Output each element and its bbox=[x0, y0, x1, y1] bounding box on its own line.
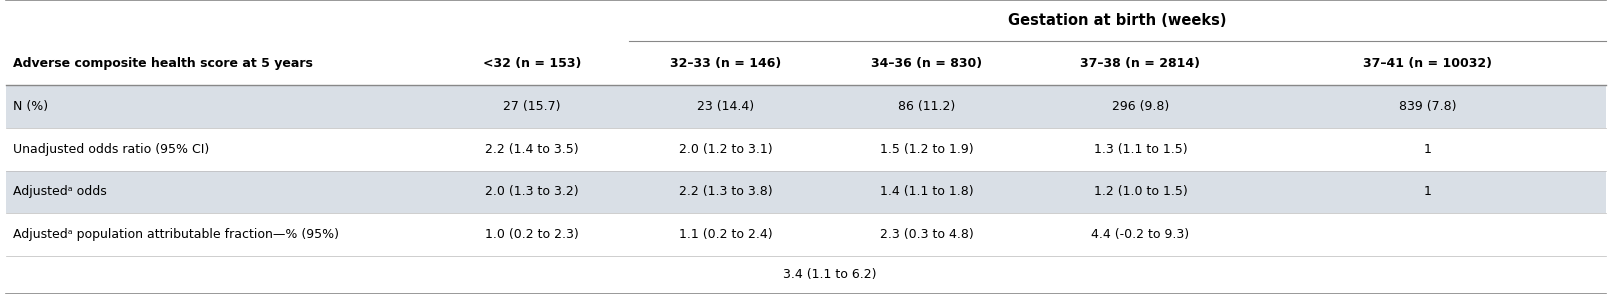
Text: 37–38 (n = 2814): 37–38 (n = 2814) bbox=[1080, 57, 1201, 70]
Text: 2.3 (0.3 to 4.8): 2.3 (0.3 to 4.8) bbox=[880, 228, 974, 241]
Text: 34–36 (n = 830): 34–36 (n = 830) bbox=[872, 57, 982, 70]
Text: 296 (9.8): 296 (9.8) bbox=[1112, 100, 1169, 113]
Bar bbox=[6, 85, 1606, 128]
Text: 2.0 (1.2 to 3.1): 2.0 (1.2 to 3.1) bbox=[679, 143, 772, 156]
Bar bbox=[6, 41, 1606, 85]
Text: 3.4 (1.1 to 6.2): 3.4 (1.1 to 6.2) bbox=[783, 268, 877, 281]
Text: Gestation at birth (weeks): Gestation at birth (weeks) bbox=[1008, 13, 1227, 28]
Text: 2.0 (1.3 to 3.2): 2.0 (1.3 to 3.2) bbox=[485, 185, 579, 198]
Text: Adjustedᵃ odds: Adjustedᵃ odds bbox=[13, 185, 106, 198]
Text: 839 (7.8): 839 (7.8) bbox=[1399, 100, 1456, 113]
Bar bbox=[6, 128, 1606, 171]
Text: <32 (n = 153): <32 (n = 153) bbox=[482, 57, 582, 70]
Text: 1.1 (0.2 to 2.4): 1.1 (0.2 to 2.4) bbox=[679, 228, 772, 241]
Text: 1: 1 bbox=[1423, 185, 1431, 198]
Text: 86 (11.2): 86 (11.2) bbox=[898, 100, 956, 113]
Text: 2.2 (1.3 to 3.8): 2.2 (1.3 to 3.8) bbox=[679, 185, 772, 198]
Bar bbox=[6, 213, 1606, 256]
Text: 1.4 (1.1 to 1.8): 1.4 (1.1 to 1.8) bbox=[880, 185, 974, 198]
Text: 4.4 (-0.2 to 9.3): 4.4 (-0.2 to 9.3) bbox=[1091, 228, 1190, 241]
Text: 1: 1 bbox=[1423, 143, 1431, 156]
Text: 1.3 (1.1 to 1.5): 1.3 (1.1 to 1.5) bbox=[1093, 143, 1188, 156]
Text: 23 (14.4): 23 (14.4) bbox=[696, 100, 754, 113]
Text: Unadjusted odds ratio (95% CI): Unadjusted odds ratio (95% CI) bbox=[13, 143, 210, 156]
Bar bbox=[6, 171, 1606, 213]
Text: 1.0 (0.2 to 2.3): 1.0 (0.2 to 2.3) bbox=[485, 228, 579, 241]
Text: 2.2 (1.4 to 3.5): 2.2 (1.4 to 3.5) bbox=[485, 143, 579, 156]
Text: Adjustedᵃ population attributable fraction—% (95%): Adjustedᵃ population attributable fracti… bbox=[13, 228, 339, 241]
Text: Adverse composite health score at 5 years: Adverse composite health score at 5 year… bbox=[13, 57, 313, 70]
Text: 32–33 (n = 146): 32–33 (n = 146) bbox=[669, 57, 782, 70]
Bar bbox=[6, 256, 1606, 294]
Text: 1.2 (1.0 to 1.5): 1.2 (1.0 to 1.5) bbox=[1093, 185, 1188, 198]
Text: N (%): N (%) bbox=[13, 100, 48, 113]
Text: 27 (15.7): 27 (15.7) bbox=[503, 100, 561, 113]
Text: 1.5 (1.2 to 1.9): 1.5 (1.2 to 1.9) bbox=[880, 143, 974, 156]
Text: 37–41 (n = 10032): 37–41 (n = 10032) bbox=[1362, 57, 1493, 70]
Bar bbox=[6, 0, 1606, 41]
